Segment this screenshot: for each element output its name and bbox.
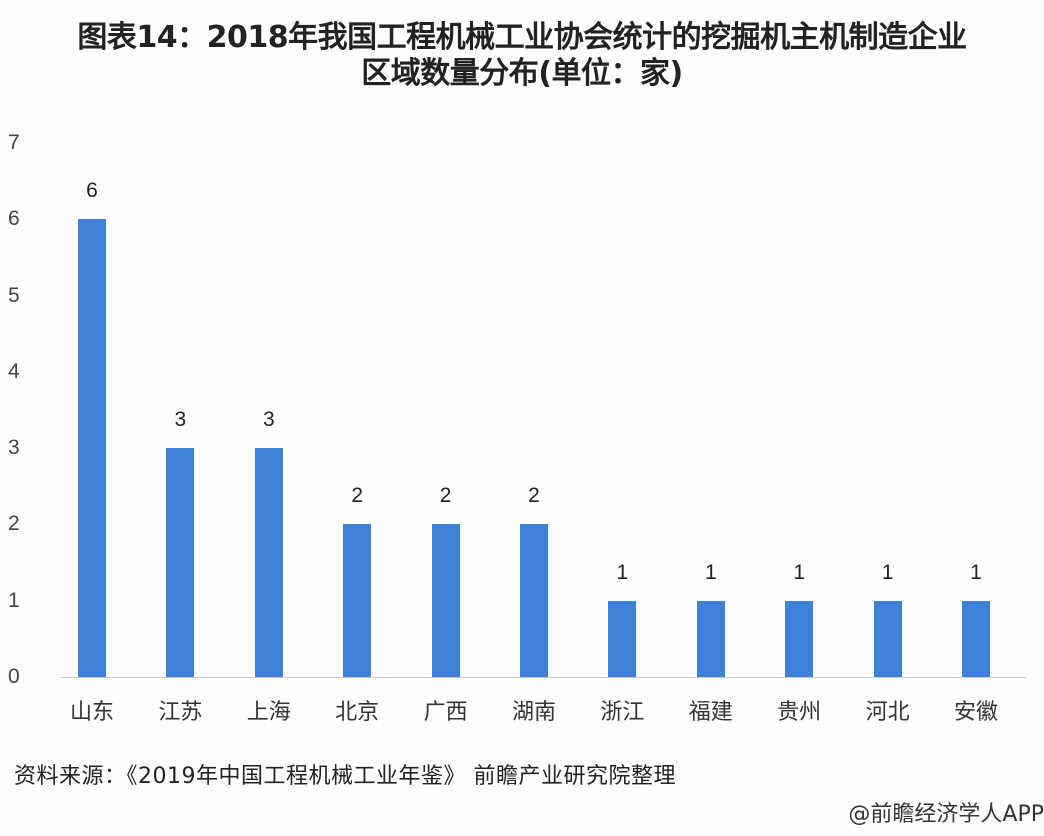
bar — [431, 524, 460, 677]
bar-value-label: 1 — [970, 560, 982, 584]
bar — [873, 600, 902, 677]
bar-value-label: 3 — [174, 408, 187, 432]
y-tick-label: 2 — [8, 512, 20, 536]
x-category-label: 江苏 — [158, 700, 203, 725]
bar — [254, 448, 283, 677]
x-category-label: 福建 — [688, 700, 733, 725]
bar-chart: 0 1 2 3 4 5 6 7 6 山东 3 江苏 3 上海 2 北京 2 广西 2 湖南 1 浙江 1 福建 1 贵州 1 河北 1… — [8, 131, 1026, 725]
x-axis-baseline — [60, 677, 1026, 678]
x-category-label: 河北 — [865, 700, 910, 725]
y-tick-label: 3 — [8, 436, 20, 460]
x-category-label: 上海 — [246, 700, 291, 725]
y-tick-label: 4 — [8, 359, 20, 383]
bar-value-label: 1 — [616, 560, 629, 584]
bar-value-label: 2 — [439, 484, 452, 508]
source-note: 资料来源：《2019年中国工程机械工业年鉴》 前瞻产业研究院整理 — [14, 764, 676, 789]
y-tick-label: 5 — [8, 283, 20, 307]
bar-value-label: 2 — [528, 484, 540, 508]
bar-value-label: 1 — [793, 560, 806, 584]
bar — [520, 524, 548, 677]
bar — [78, 219, 106, 677]
bar-value-label: 1 — [881, 560, 894, 584]
bar-value-label: 2 — [351, 484, 364, 508]
chart-title-line-2: 区域数量分布(单位：家) — [361, 56, 683, 91]
chart-title-line-1: 图表14：2018年我国工程机械工业协会统计的挖掘机主机制造企业 — [77, 20, 967, 55]
x-category-label: 贵州 — [777, 700, 822, 725]
bar — [343, 524, 372, 677]
watermark: @前瞻经济学人APP — [848, 802, 1044, 827]
y-tick-label: 6 — [8, 207, 20, 231]
chart-title: 图表14：2018年我国工程机械工业协会统计的挖掘机主机制造企业 区域数量分布(… — [0, 20, 1044, 92]
x-category-label: 北京 — [335, 700, 380, 725]
bar — [608, 600, 637, 677]
bar-value-label: 6 — [86, 179, 98, 203]
y-tick-label: 0 — [8, 665, 20, 688]
y-tick-label: 1 — [8, 588, 20, 612]
bar — [962, 600, 990, 677]
x-category-label: 安徽 — [953, 700, 998, 725]
bar — [696, 600, 725, 677]
x-category-label: 山东 — [69, 700, 114, 725]
bar — [785, 600, 814, 677]
y-tick-label: 7 — [8, 131, 20, 154]
x-category-label: 广西 — [423, 700, 468, 725]
bar-value-label: 1 — [704, 560, 717, 584]
bar-value-label: 3 — [262, 408, 275, 432]
x-category-label: 浙江 — [600, 700, 645, 725]
bar — [166, 448, 195, 677]
x-category-label: 湖南 — [511, 700, 556, 725]
